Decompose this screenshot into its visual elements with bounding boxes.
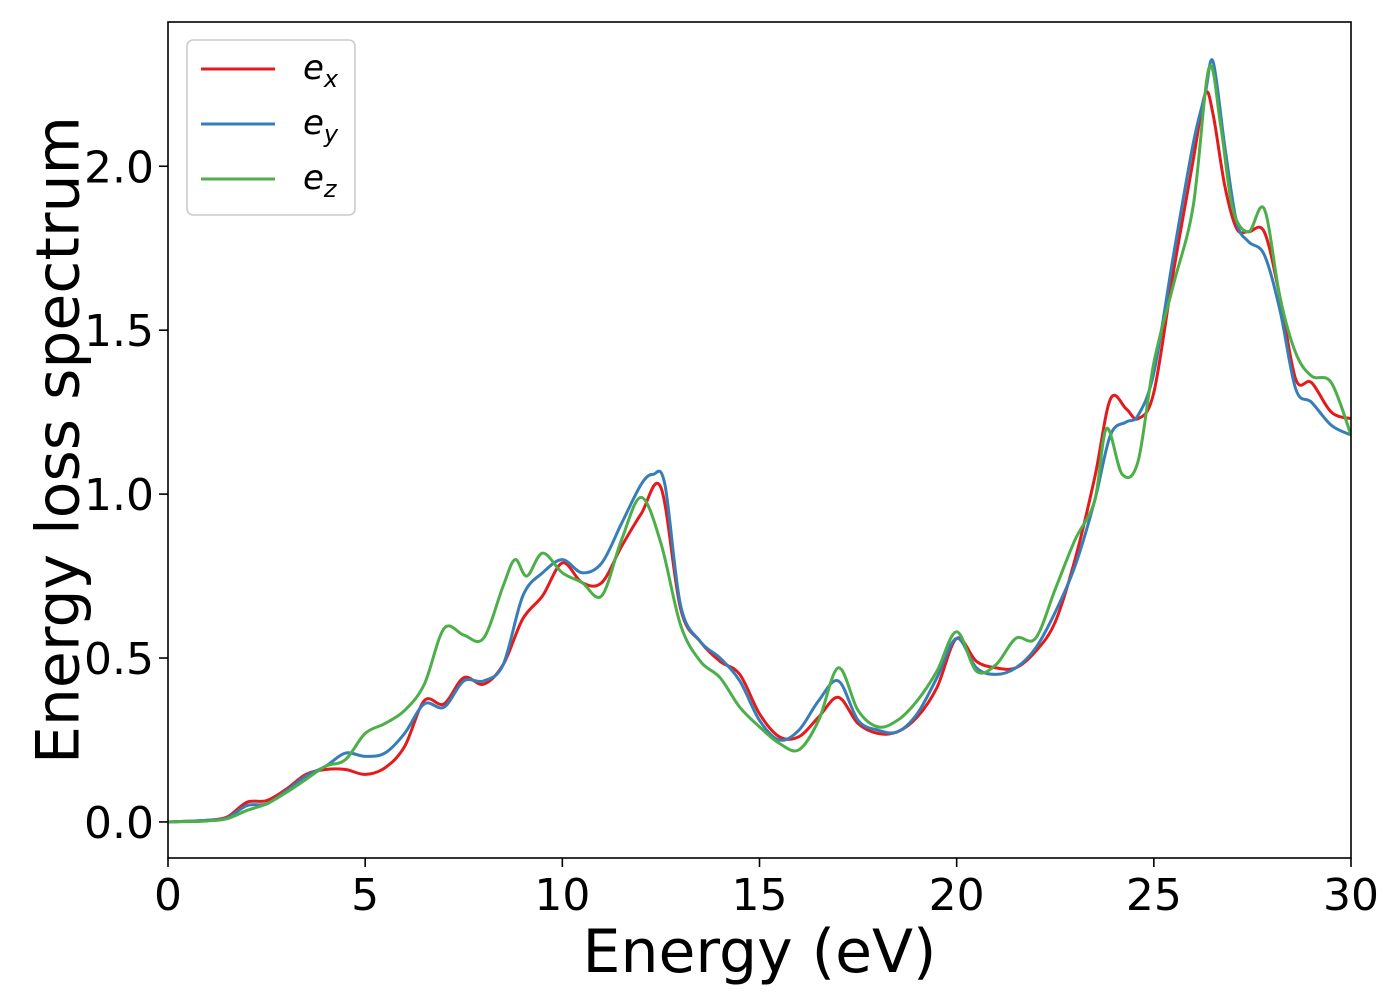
- y-axis-title: Energy loss spectrum: [24, 116, 94, 764]
- legend-label-y: ey: [303, 103, 339, 148]
- y-tick-label: 1.5: [84, 306, 154, 357]
- x-axis-ticks: 0 5 10 15 20 25 30: [154, 858, 1379, 921]
- x-tick-label: 30: [1323, 870, 1379, 921]
- x-tick-label: 20: [929, 870, 985, 921]
- x-axis-title: Energy (eV): [583, 917, 937, 987]
- y-tick-label: 0.5: [84, 634, 154, 685]
- y-tick-label: 1.0: [84, 470, 154, 521]
- x-tick-label: 10: [534, 870, 590, 921]
- series-group: [168, 58, 1351, 824]
- x-tick-label: 0: [154, 870, 182, 921]
- series-line-ey: [168, 58, 1351, 824]
- series-line-ez: [168, 64, 1351, 824]
- legend-box: [186, 39, 356, 216]
- x-tick-label: 5: [351, 870, 379, 921]
- y-axis-ticks: 0.0 0.5 1.0 1.5 2.0: [84, 142, 168, 849]
- x-tick-label: 25: [1126, 870, 1182, 921]
- legend-label-x: ex: [303, 48, 339, 93]
- legend: ex ey ez: [186, 39, 356, 216]
- y-tick-label: 2.0: [84, 142, 154, 193]
- x-tick-label: 15: [732, 870, 788, 921]
- y-tick-label: 0.0: [84, 798, 154, 849]
- legend-label-z: ez: [303, 158, 338, 203]
